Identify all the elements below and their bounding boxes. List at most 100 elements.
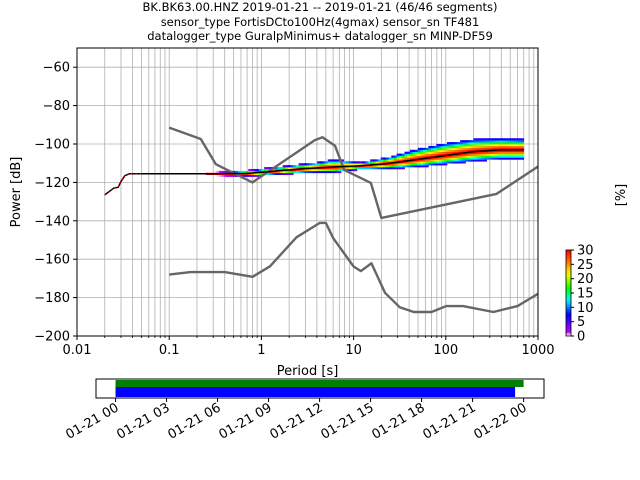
psd-cell (481, 153, 485, 156)
psd-cell (309, 170, 313, 174)
psd-cell (391, 165, 395, 168)
psd-cell (314, 165, 318, 168)
psd-cell (343, 167, 347, 170)
plot-axes: 0.01 0.1 1 10 100 1000 −60 −80 −100 −120 −140 −160 −… (34, 61, 554, 358)
psd-cell (510, 153, 514, 156)
psd-cell (290, 170, 294, 174)
psd-cell (497, 142, 501, 145)
psd-cell (314, 168, 318, 172)
psd-cell (433, 161, 437, 164)
psd-cell (457, 147, 461, 151)
psd-cell (372, 165, 376, 168)
psd-cell (370, 161, 374, 164)
psd-cell (446, 161, 450, 164)
psd-cell (441, 145, 445, 149)
psd-cell (499, 149, 503, 152)
psd-cell (404, 151, 408, 154)
psd-cell (295, 170, 299, 174)
psd-cell (431, 159, 435, 162)
psd-cell (293, 167, 297, 170)
psd-cell (478, 153, 482, 156)
psd-cell (338, 168, 342, 172)
psd-cell (333, 161, 337, 164)
y-tick-label: −140 (34, 214, 70, 229)
psd-cell (391, 159, 395, 162)
psd-cell (256, 172, 260, 176)
colorbar-bar (565, 249, 572, 337)
psd-cell (317, 168, 321, 172)
psd-cell (454, 145, 458, 149)
psd-cell (465, 159, 469, 162)
psd-cell (505, 147, 509, 151)
psd-cell (388, 161, 392, 164)
psd-cell (433, 149, 437, 152)
colorbar-label: [%] (614, 184, 629, 207)
psd-cell (486, 147, 490, 151)
psd-cell (491, 142, 495, 145)
psd-cell (494, 157, 498, 160)
psd-cell (468, 157, 472, 160)
psd-cell (423, 159, 427, 162)
psd-cell (378, 165, 382, 168)
psd-cell (253, 172, 257, 176)
psd-cell (227, 174, 231, 177)
psd-cell (468, 149, 472, 152)
psd-cell (449, 161, 453, 164)
psd-cell (335, 167, 339, 170)
psd-cell (452, 145, 456, 149)
psd-cell (415, 151, 419, 154)
psd-cell (409, 155, 413, 158)
psd-cell (274, 170, 278, 174)
psd-cell (272, 172, 276, 176)
psd-cell (250, 168, 254, 172)
psd-cell (441, 151, 445, 154)
psd-cell (478, 140, 482, 143)
psd-cell (404, 163, 408, 166)
psd-cell (483, 151, 488, 154)
psd-cell (494, 138, 498, 141)
psd-cell (396, 157, 400, 160)
psd-cell (436, 159, 440, 162)
psd-cell (444, 153, 448, 156)
psd-cell (412, 151, 416, 154)
psd-cell (521, 157, 525, 160)
psd-cell (285, 170, 289, 174)
time-tick-label: 01-21 09 (216, 400, 274, 442)
psd-cell (470, 159, 474, 162)
psd-cell (388, 157, 392, 160)
psd-cell (486, 145, 490, 149)
psd-cell (407, 155, 411, 158)
psd-cell (452, 144, 456, 147)
psd-cell (221, 174, 225, 177)
psd-cell (428, 163, 432, 166)
psd-cell (441, 157, 445, 160)
psd-cell (417, 163, 421, 166)
psd-cell (444, 159, 448, 162)
psd-cell (423, 163, 427, 166)
psd-cell (491, 144, 495, 147)
psd-cell (393, 159, 397, 162)
psd-cell (515, 147, 519, 151)
psd-cell (513, 145, 517, 149)
noise-model-high (168, 126, 538, 220)
psd-cell (359, 167, 363, 170)
psd-cell (491, 145, 495, 149)
psd-cell (309, 168, 313, 172)
noise-model-low (169, 221, 538, 314)
psd-cell (444, 155, 448, 158)
psd-cell (431, 157, 435, 160)
psd-cell (423, 161, 427, 164)
psd-cell (401, 155, 405, 158)
psd-cell (473, 138, 477, 141)
x-tick-label: 0.01 (63, 343, 92, 358)
psd-cell (425, 155, 429, 158)
psd-cell (491, 155, 495, 158)
psd-cell (462, 145, 466, 149)
psd-cell (415, 153, 419, 156)
psd-cell (465, 157, 469, 160)
psd-cell (311, 165, 315, 168)
psd-cell (309, 163, 313, 166)
psd-cell (515, 142, 519, 145)
psd-cell (489, 138, 493, 141)
